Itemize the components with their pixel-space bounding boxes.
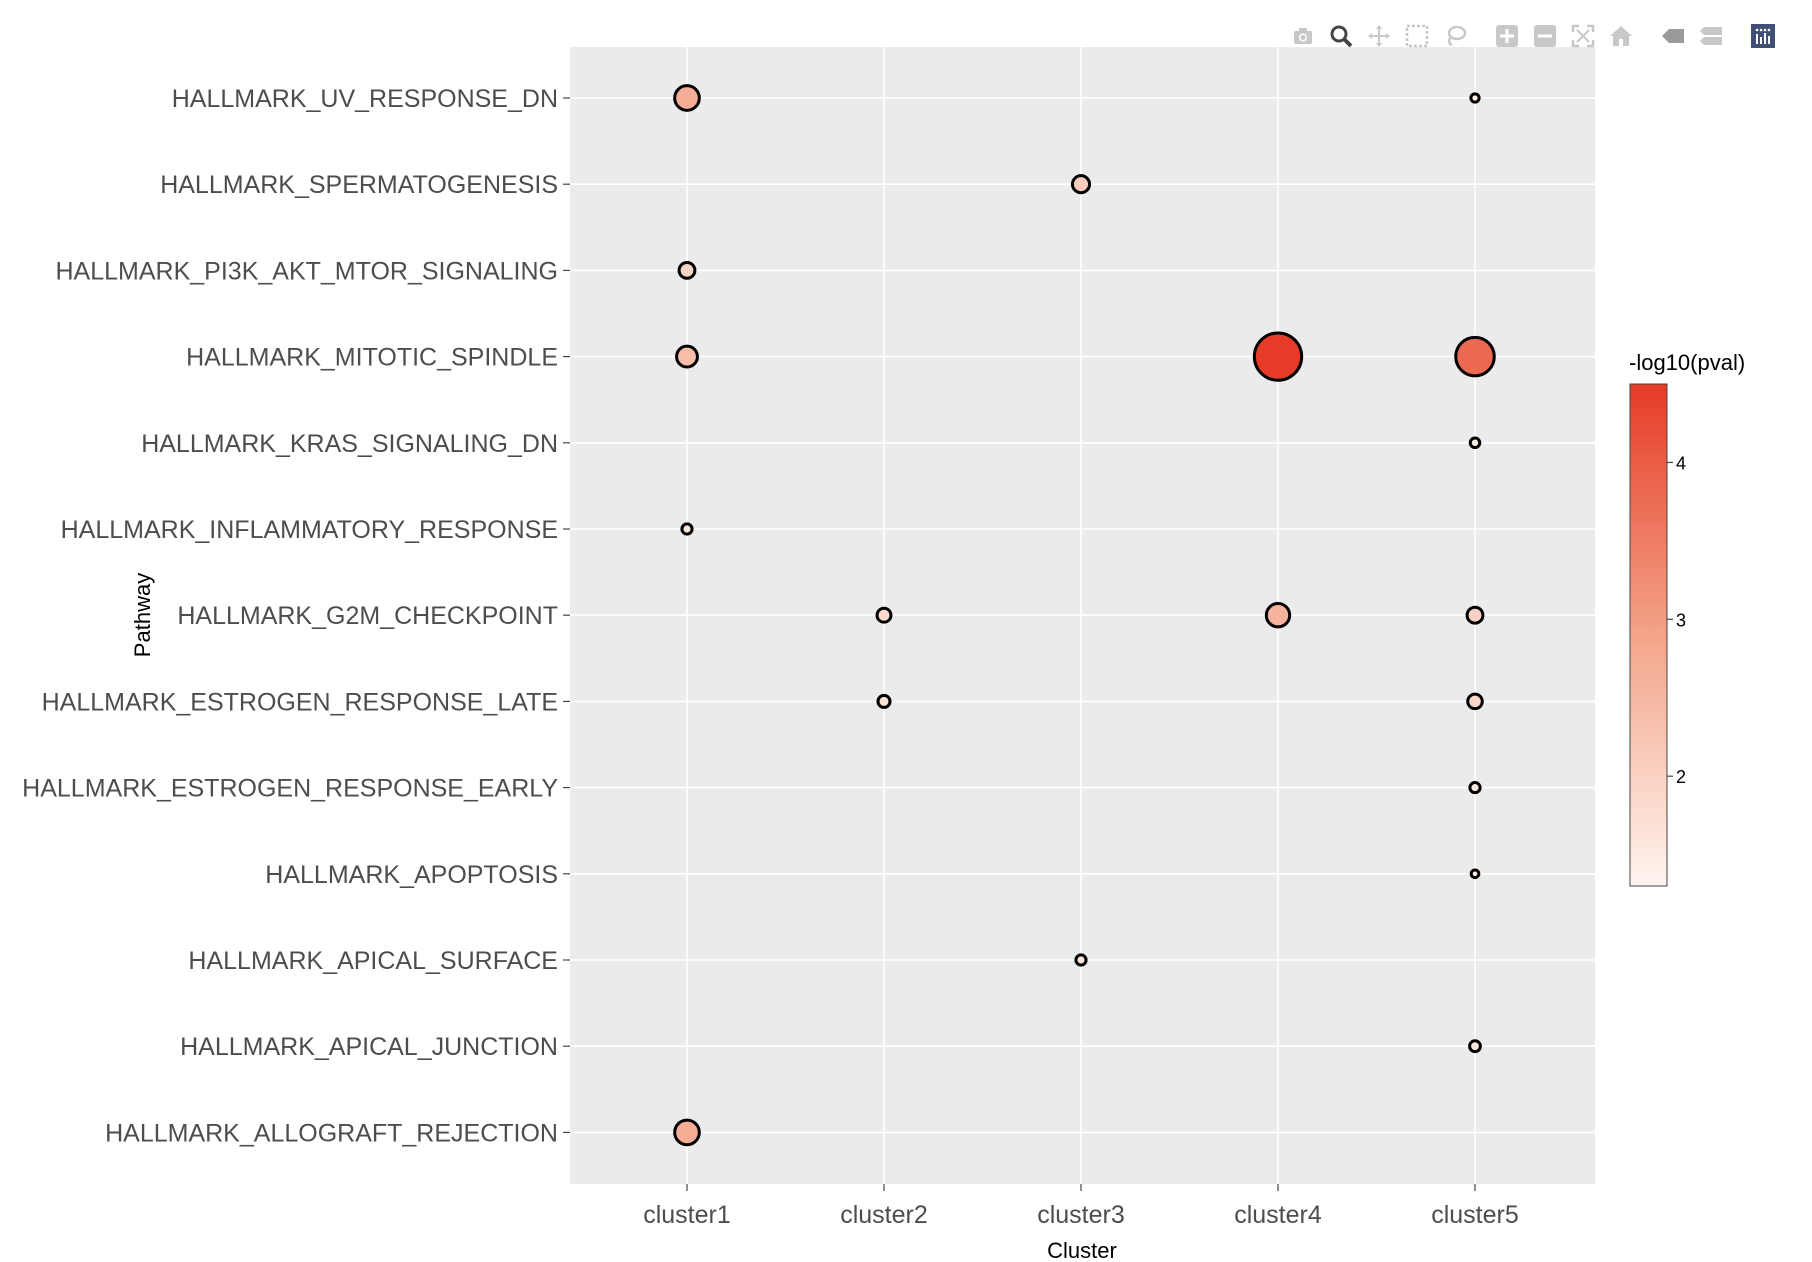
x-tick-label: cluster4 xyxy=(1234,1201,1322,1229)
colorbar-tick-label: 3 xyxy=(1676,610,1686,630)
y-tick-label: HALLMARK_ESTROGEN_RESPONSE_EARLY xyxy=(22,775,558,803)
colorbar-tick-label: 4 xyxy=(1676,453,1686,473)
y-tick-label: HALLMARK_APICAL_JUNCTION xyxy=(180,1033,558,1061)
zoom-in-icon[interactable] xyxy=(1494,23,1520,49)
y-axis-title: Pathway xyxy=(130,573,155,657)
plotly-logo-icon[interactable] xyxy=(1750,23,1776,49)
y-tick-label: HALLMARK_INFLAMMATORY_RESPONSE xyxy=(61,516,558,544)
data-point xyxy=(677,260,697,280)
y-tick-label: HALLMARK_MITOTIC_SPINDLE xyxy=(186,344,558,372)
data-point xyxy=(680,522,694,536)
gridlines xyxy=(570,47,1595,1184)
data-point xyxy=(675,344,699,369)
data-point xyxy=(1264,602,1292,629)
y-tick-label: HALLMARK_SPERMATOGENESIS xyxy=(160,171,558,199)
data-point xyxy=(1469,868,1481,880)
x-tick-label: cluster2 xyxy=(840,1201,928,1229)
y-tick-label: HALLMARK_APICAL_SURFACE xyxy=(188,947,558,975)
colorbar-tick-label: 2 xyxy=(1676,767,1686,787)
reset-axes-icon[interactable] xyxy=(1608,23,1634,49)
y-tick-label: HALLMARK_ESTROGEN_RESPONSE_LATE xyxy=(42,688,558,716)
data-point xyxy=(673,84,701,112)
data-point xyxy=(673,1118,701,1147)
x-tick-label: cluster1 xyxy=(643,1201,731,1229)
camera-icon[interactable] xyxy=(1290,23,1316,49)
data-point xyxy=(1466,692,1484,711)
autoscale-icon[interactable] xyxy=(1570,23,1596,49)
zoom-out-icon[interactable] xyxy=(1532,23,1558,49)
colorbar-title: -log10(pval) xyxy=(1629,350,1745,375)
hover-compare-icon[interactable] xyxy=(1698,23,1724,49)
hover-closest-icon[interactable] xyxy=(1660,23,1686,49)
y-tick-label: HALLMARK_PI3K_AKT_MTOR_SIGNALING xyxy=(56,257,559,285)
zoom-icon[interactable] xyxy=(1328,23,1354,49)
data-point xyxy=(1469,92,1481,104)
x-axis-ticks: cluster1 cluster2 cluster3 cluster4 cluster5 xyxy=(643,1184,1519,1229)
y-tick-label: HALLMARK_UV_RESPONSE_DN xyxy=(172,85,558,113)
y-axis-ticks: HALLMARK_UV_RESPONSE_DN HALLMARK_SPERMATO… xyxy=(22,85,570,1147)
y-tick-label: HALLMARK_APOPTOSIS xyxy=(265,861,558,889)
colorbar xyxy=(1629,383,1668,887)
y-tick-label: HALLMARK_KRAS_SIGNALING_DN xyxy=(141,430,558,458)
lasso-icon[interactable] xyxy=(1442,23,1468,49)
data-point xyxy=(1468,1039,1482,1054)
data-point xyxy=(1454,335,1496,378)
modebar xyxy=(1290,20,1788,52)
data-point xyxy=(1252,331,1304,382)
data-point xyxy=(1468,436,1482,450)
x-axis-title: Cluster xyxy=(1047,1238,1117,1262)
data-point xyxy=(876,693,892,709)
data-point xyxy=(1468,781,1482,795)
x-tick-label: cluster5 xyxy=(1431,1201,1519,1229)
data-point xyxy=(875,606,893,624)
x-tick-label: cluster3 xyxy=(1037,1201,1125,1229)
pan-icon[interactable] xyxy=(1366,23,1392,49)
y-tick-label: HALLMARK_ALLOGRAFT_REJECTION xyxy=(105,1119,558,1147)
box-select-icon[interactable] xyxy=(1404,23,1430,49)
data-point xyxy=(1070,174,1092,195)
data-point xyxy=(1465,605,1485,625)
y-tick-label: HALLMARK_G2M_CHECKPOINT xyxy=(177,602,558,630)
data-points xyxy=(673,84,1496,1147)
colorbar-ticks: 2 3 4 xyxy=(1667,453,1686,787)
data-point xyxy=(1074,953,1088,967)
